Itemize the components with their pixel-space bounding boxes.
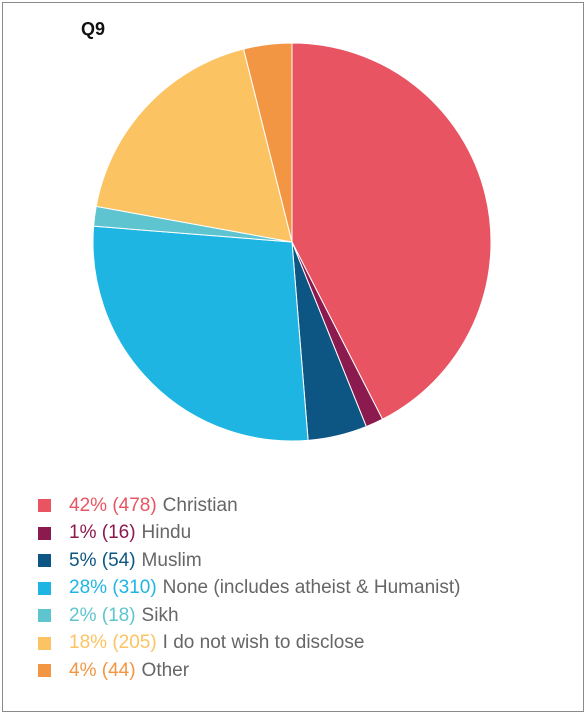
legend-label: Christian	[162, 494, 238, 516]
chart-title: Q9	[81, 19, 106, 39]
legend-count: (478)	[112, 494, 157, 516]
pie-slice-0	[291, 42, 492, 420]
pie-slice-3	[92, 225, 309, 442]
legend-percent: 2%	[69, 604, 97, 626]
legend-item: 18% (205) I do not wish to disclose	[38, 630, 460, 658]
legend-percent: 1%	[69, 522, 97, 544]
legend-item: 5% (54) Muslim	[38, 547, 460, 575]
legend-count: (205)	[112, 632, 157, 654]
legend: 42% (478) Christian 1% (16) Hindu 5% (54) Mus…	[38, 492, 460, 685]
legend-count: (310)	[112, 577, 157, 599]
legend-percent: 5%	[69, 549, 97, 571]
legend-label: Other	[141, 659, 190, 681]
legend-value: 2% (18)	[69, 605, 136, 627]
legend-item: 42% (478) Christian	[38, 492, 460, 520]
legend-value: 1% (16)	[69, 522, 136, 544]
legend-value: 18% (205)	[69, 632, 157, 654]
legend-percent: 4%	[69, 659, 97, 681]
legend-count: (44)	[101, 659, 136, 681]
legend-swatch	[38, 664, 51, 678]
legend-count: (16)	[101, 522, 136, 544]
legend-value: 4% (44)	[69, 660, 136, 682]
legend-label: None (includes atheist & Humanist)	[162, 577, 461, 599]
legend-item: 2% (18) Sikh	[38, 602, 460, 630]
legend-value: 42% (478)	[69, 495, 157, 517]
legend-label: Sikh	[141, 604, 179, 626]
legend-swatch	[38, 554, 51, 568]
legend-swatch	[38, 636, 51, 650]
legend-item: 28% (310) None (includes atheist & Humani…	[38, 575, 460, 603]
legend-label: Hindu	[141, 522, 192, 544]
legend-percent: 42%	[69, 494, 108, 516]
legend-value: 28% (310)	[69, 577, 157, 599]
legend-label: I do not wish to disclose	[162, 632, 365, 654]
legend-value: 5% (54)	[69, 550, 136, 572]
legend-swatch	[38, 581, 51, 595]
legend-item: 4% (44) Other	[38, 657, 460, 685]
legend-count: (54)	[101, 549, 136, 571]
legend-item: 1% (16) Hindu	[38, 520, 460, 548]
pie-chart	[92, 42, 492, 442]
pie-slice-5	[95, 48, 293, 243]
legend-swatch	[38, 526, 51, 540]
legend-label: Muslim	[141, 549, 202, 571]
legend-percent: 18%	[69, 632, 108, 654]
legend-swatch	[38, 609, 51, 623]
pie-slice-6	[242, 42, 293, 243]
legend-swatch	[38, 499, 51, 513]
legend-count: (18)	[101, 604, 136, 626]
legend-percent: 28%	[69, 577, 108, 599]
